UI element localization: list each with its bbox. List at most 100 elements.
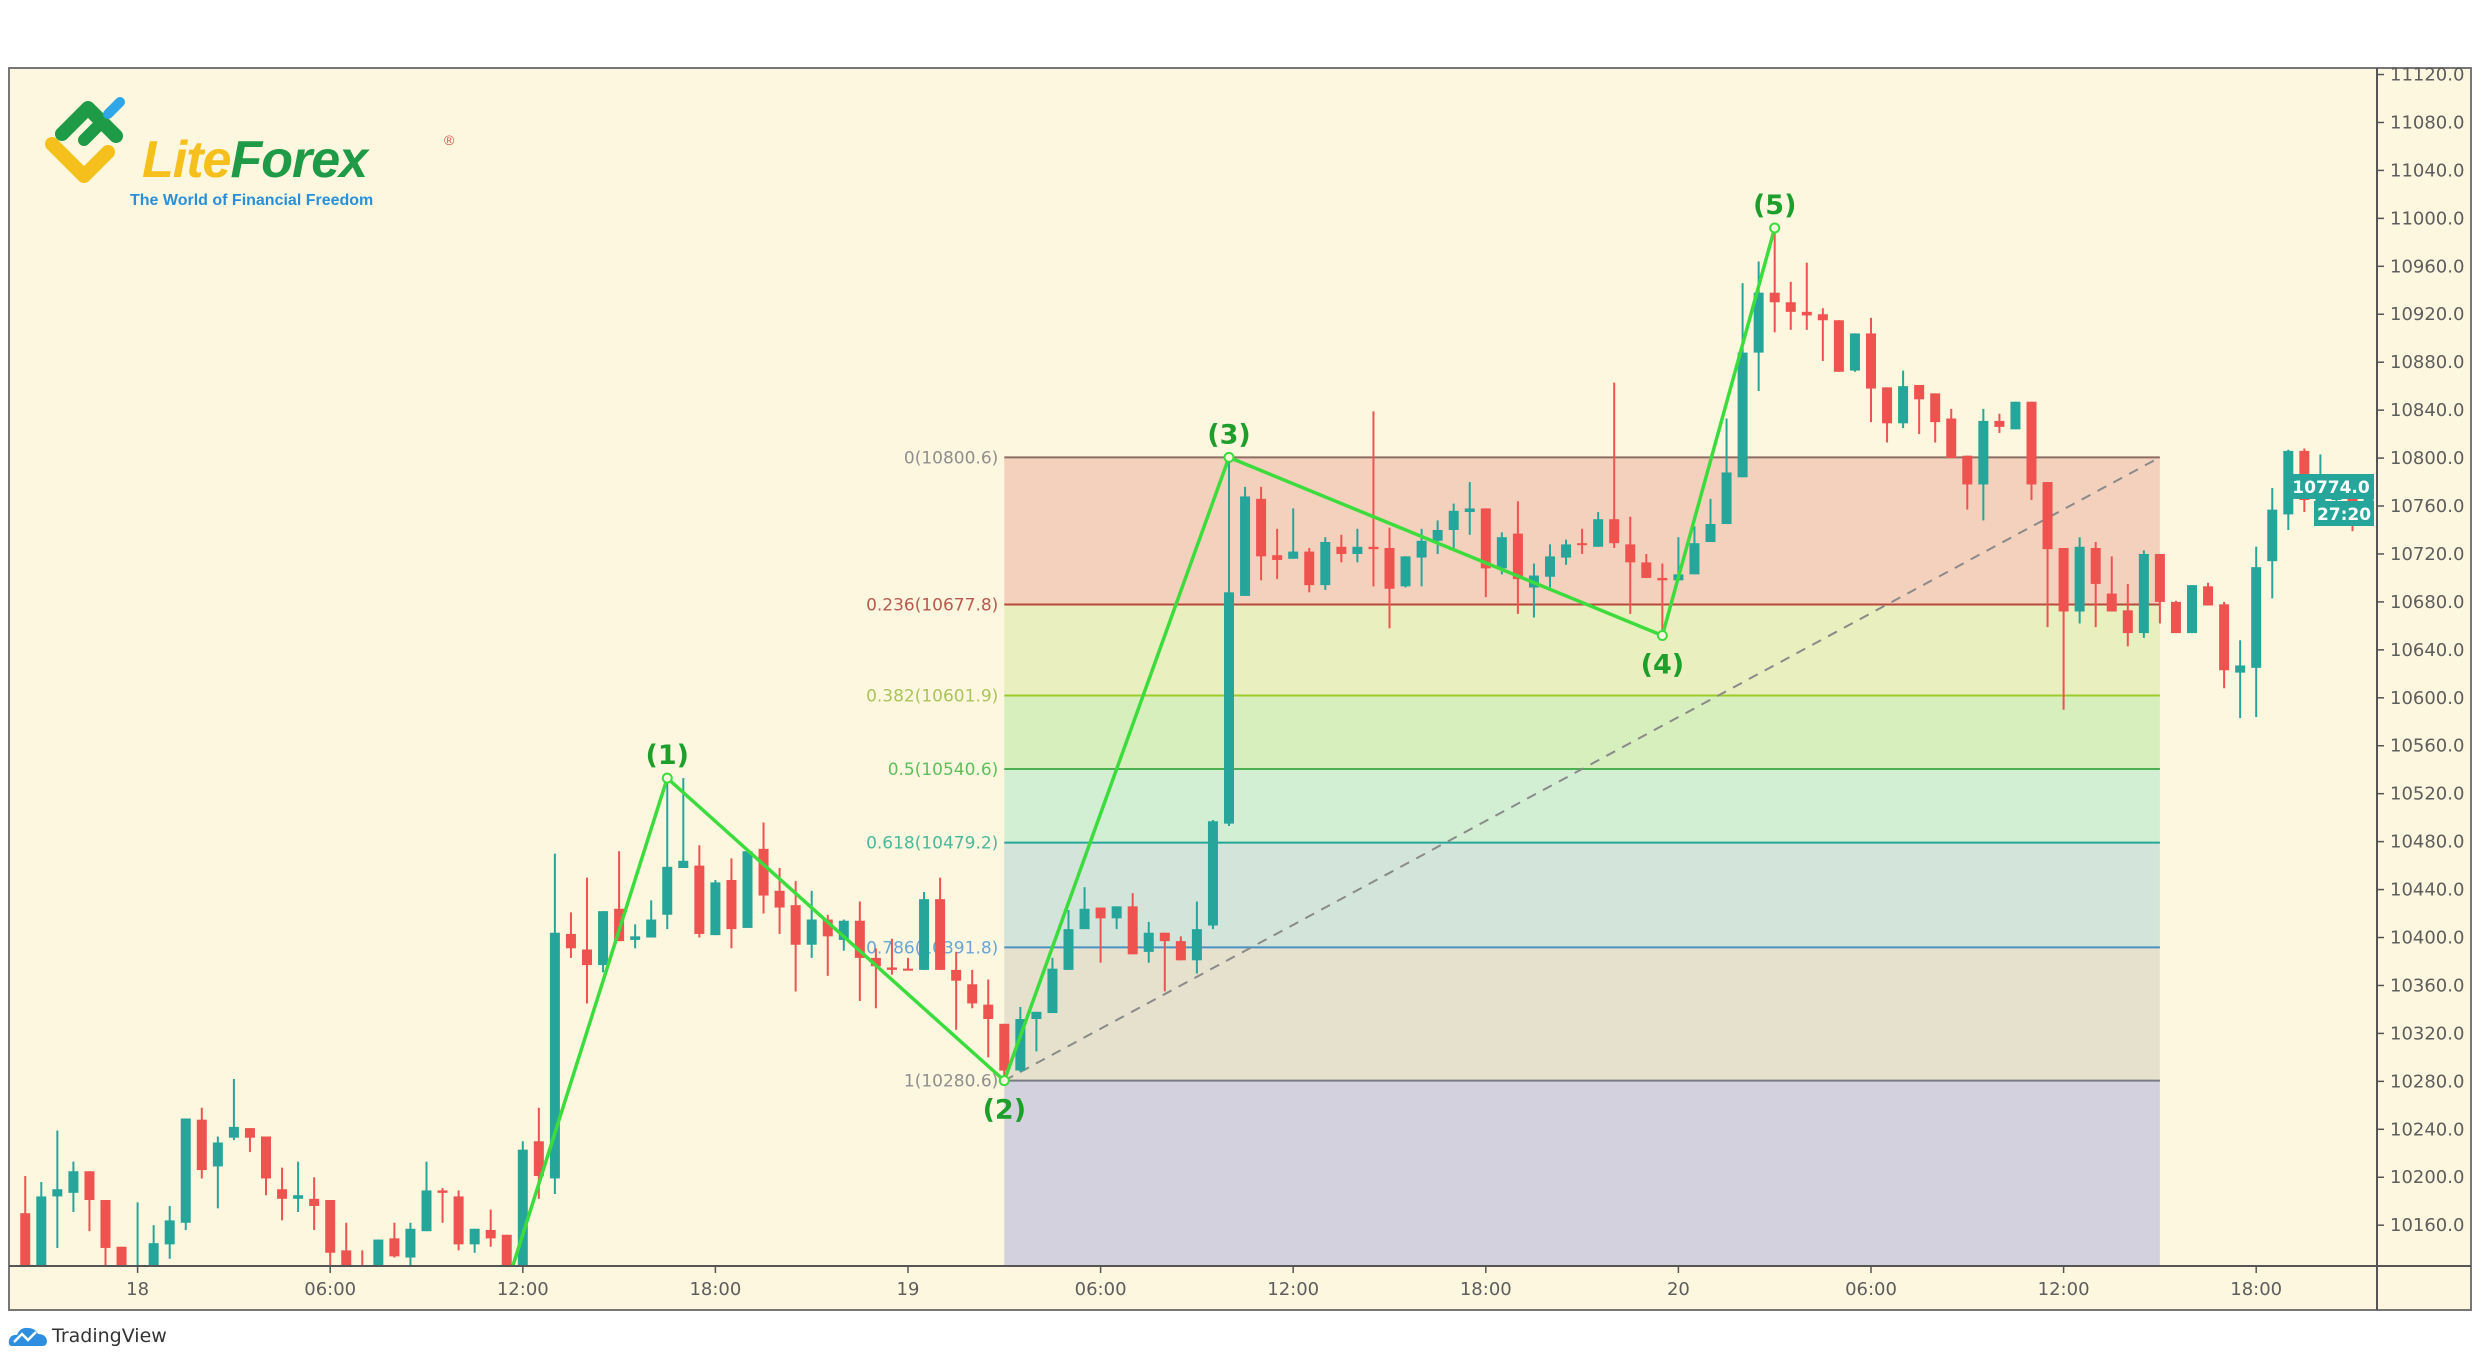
registered-mark: ® — [444, 132, 455, 148]
candle — [1689, 526, 1700, 575]
candle-body — [1753, 292, 1764, 353]
candle — [1384, 527, 1395, 629]
candle-body — [549, 932, 560, 1179]
candle-body — [2138, 553, 2149, 634]
logo-tagline: The World of Financial Freedom — [130, 192, 374, 209]
candle-body — [1785, 302, 1796, 312]
wave-point[interactable] — [1223, 451, 1235, 463]
candle-body — [565, 933, 576, 949]
candle-body — [2010, 401, 2021, 430]
candle-body — [646, 919, 657, 938]
candle-body — [1368, 546, 1379, 550]
candle-body — [1577, 543, 1588, 546]
candle-body — [453, 1196, 464, 1245]
candle-body — [726, 879, 737, 930]
candle — [244, 1128, 255, 1153]
candle — [2138, 550, 2149, 638]
candle-body — [1914, 384, 1925, 400]
candle — [1930, 393, 1941, 443]
candle — [1561, 539, 1572, 565]
candle — [1111, 906, 1122, 930]
price-tick-label: 10640.0 — [2390, 640, 2464, 661]
candle — [565, 912, 576, 958]
candle — [1657, 563, 1668, 636]
wave-point[interactable] — [661, 772, 673, 784]
price-tick-label: 10920.0 — [2390, 304, 2464, 325]
wave-point[interactable] — [1656, 629, 1668, 641]
candle — [1994, 413, 2005, 433]
fibonacci-retracement[interactable]: 0(10800.6) 0.236(10677.8) 0.382(10601.9) 0.… — [866, 448, 2161, 1266]
price-tick-label: 10240.0 — [2390, 1119, 2464, 1140]
candle-body — [598, 911, 609, 966]
candle — [903, 957, 913, 971]
candle-body — [1191, 929, 1202, 961]
candle — [919, 891, 930, 970]
price-tick-label: 10960.0 — [2390, 256, 2464, 277]
price-tick-label: 10520.0 — [2390, 784, 2464, 805]
candle-body — [1047, 968, 1058, 1014]
wave-point[interactable] — [998, 1075, 1010, 1087]
elliott-wave[interactable]: (1) (2) (3) (4) (5) — [507, 190, 1797, 1285]
candle — [1095, 907, 1106, 963]
candle-body — [261, 1136, 271, 1179]
price-tick-label: 11040.0 — [2390, 160, 2464, 181]
candle-body — [1416, 540, 1427, 558]
candle — [453, 1190, 464, 1251]
fib-trend-line[interactable] — [1003, 456, 2161, 1082]
candle — [598, 911, 609, 973]
candle-body — [469, 1228, 480, 1245]
candle-body — [919, 899, 930, 970]
candle — [1256, 486, 1267, 581]
candle-body — [2347, 488, 2358, 513]
candle — [212, 1136, 223, 1209]
time-tick-label: 06:00 — [1845, 1279, 1897, 1300]
time-axis[interactable]: 18 06:00 12:00 18:00 19 06:00 12:00 18:00 20 06:0… — [126, 1266, 2282, 1300]
candle-body — [341, 1250, 352, 1266]
wave-point[interactable] — [1769, 222, 1781, 234]
candle-body — [790, 905, 801, 945]
fib-zone — [1004, 947, 2160, 1081]
candle-body — [2251, 567, 2262, 668]
candle — [1641, 553, 1652, 578]
candle — [2090, 541, 2101, 628]
price-axis[interactable]: 11120.0 11080.0 11040.0 11000.0 10960.0 10920… — [2377, 65, 2464, 1237]
price-tick-label: 10400.0 — [2390, 928, 2464, 949]
candle — [405, 1222, 416, 1266]
time-tick-label: 20 — [1667, 1279, 1690, 1300]
price-tick-label: 10880.0 — [2390, 352, 2464, 373]
candle-body — [806, 919, 817, 945]
candle-body — [84, 1171, 95, 1201]
price-tick-label: 10160.0 — [2390, 1215, 2464, 1236]
time-tick-label: 12:00 — [1267, 1279, 1319, 1300]
candle — [1224, 457, 1234, 827]
price-tick-label: 10720.0 — [2390, 544, 2464, 565]
candle-body — [1448, 510, 1459, 530]
tradingview-watermark[interactable]: TradingView — [8, 1324, 167, 1348]
wave-label: (1) — [646, 740, 689, 771]
candle — [822, 914, 833, 976]
candle — [2251, 546, 2262, 717]
time-tick-label: 06:00 — [304, 1279, 356, 1300]
price-tick-label: 11000.0 — [2390, 208, 2464, 229]
wave-path[interactable] — [507, 227, 1777, 1285]
candle — [726, 858, 737, 949]
candle-body — [678, 860, 689, 869]
price-tick-label: 10760.0 — [2390, 496, 2464, 517]
candle-body — [164, 1220, 175, 1245]
candle — [2122, 583, 2133, 647]
candle — [116, 1246, 127, 1266]
candle-body — [1801, 311, 1812, 316]
candle — [951, 951, 962, 1030]
price-tick-label: 10280.0 — [2390, 1071, 2464, 1092]
candle — [662, 778, 673, 930]
fib-zone — [1004, 1080, 2160, 1266]
candle-body — [1737, 352, 1748, 478]
candle — [485, 1209, 496, 1247]
fib-level-label: 0.236(10677.8) — [866, 596, 998, 616]
candle-body — [999, 1023, 1010, 1071]
candle — [1400, 556, 1411, 588]
candle — [2106, 556, 2117, 612]
last-price-marker: 10774.0 27:20 — [2288, 474, 2374, 526]
candle-body — [293, 1195, 304, 1199]
